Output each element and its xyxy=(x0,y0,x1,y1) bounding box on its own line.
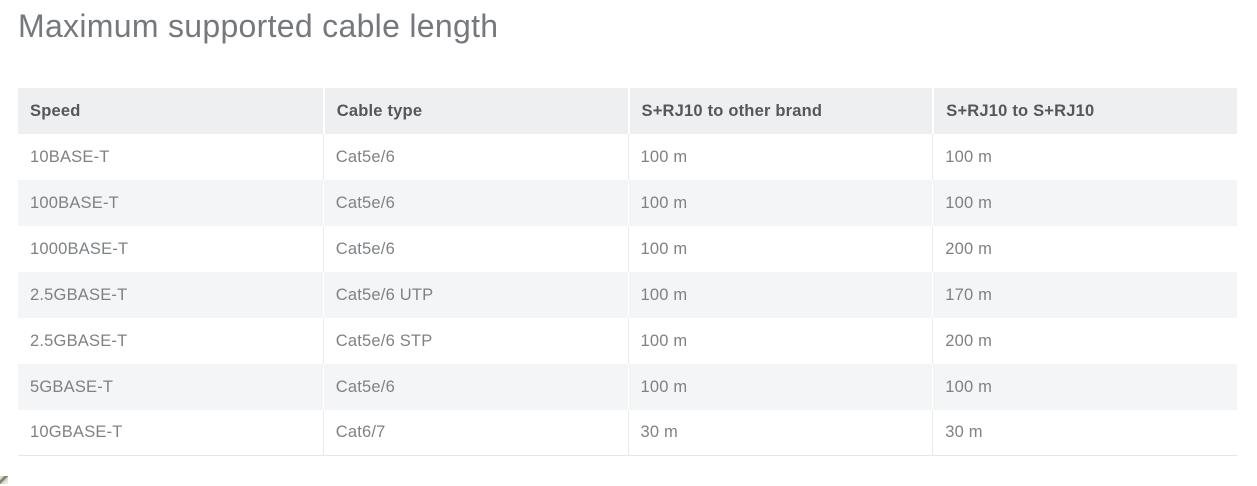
table-row: 1000BASE-T Cat5e/6 100 m 200 m xyxy=(18,226,1237,272)
cell-speed: 5GBASE-T xyxy=(18,364,323,410)
corner-artifact xyxy=(0,476,8,484)
column-header-speed: Speed xyxy=(18,88,323,134)
cell-srj10-to-srj10: 100 m xyxy=(932,180,1237,226)
table-row: 2.5GBASE-T Cat5e/6 STP 100 m 200 m xyxy=(18,318,1237,364)
cell-srj10-to-srj10: 200 m xyxy=(932,226,1237,272)
cell-cable-type: Cat5e/6 UTP xyxy=(322,272,628,318)
cell-srj10-to-other-brand: 30 m xyxy=(627,410,933,456)
cell-srj10-to-srj10: 200 m xyxy=(932,318,1237,364)
cell-cable-type: Cat5e/6 xyxy=(322,134,628,180)
cell-srj10-to-other-brand: 100 m xyxy=(627,226,933,272)
cell-speed: 2.5GBASE-T xyxy=(18,318,323,364)
table-header-row: Speed Cable type S+RJ10 to other brand S… xyxy=(18,88,1237,134)
table-row: 10BASE-T Cat5e/6 100 m 100 m xyxy=(18,134,1237,180)
cell-srj10-to-other-brand: 100 m xyxy=(627,364,933,410)
table-row: 5GBASE-T Cat5e/6 100 m 100 m xyxy=(18,364,1237,410)
table-row: 10GBASE-T Cat6/7 30 m 30 m xyxy=(18,410,1237,456)
cell-srj10-to-other-brand: 100 m xyxy=(627,318,933,364)
cell-srj10-to-srj10: 170 m xyxy=(932,272,1237,318)
cell-srj10-to-srj10: 100 m xyxy=(932,364,1237,410)
cell-speed: 1000BASE-T xyxy=(18,226,323,272)
cell-cable-type: Cat5e/6 xyxy=(322,226,628,272)
cable-length-table: Speed Cable type S+RJ10 to other brand S… xyxy=(18,88,1237,456)
cell-srj10-to-other-brand: 100 m xyxy=(627,272,933,318)
cell-cable-type: Cat5e/6 STP xyxy=(322,318,628,364)
cell-srj10-to-srj10: 30 m xyxy=(932,410,1237,456)
cell-srj10-to-other-brand: 100 m xyxy=(627,180,933,226)
cell-srj10-to-other-brand: 100 m xyxy=(627,134,933,180)
column-header-srj10-to-other-brand: S+RJ10 to other brand xyxy=(627,88,933,134)
table-row: 2.5GBASE-T Cat5e/6 UTP 100 m 170 m xyxy=(18,272,1237,318)
cell-speed: 100BASE-T xyxy=(18,180,323,226)
cell-srj10-to-srj10: 100 m xyxy=(932,134,1237,180)
cell-cable-type: Cat5e/6 xyxy=(322,180,628,226)
table-body: 10BASE-T Cat5e/6 100 m 100 m 100BASE-T Cat5e/… xyxy=(18,134,1237,456)
cell-speed: 2.5GBASE-T xyxy=(18,272,323,318)
cell-speed: 10GBASE-T xyxy=(18,410,323,456)
page-title: Maximum supported cable length xyxy=(18,8,499,44)
column-header-srj10-to-srj10: S+RJ10 to S+RJ10 xyxy=(932,88,1237,134)
cell-cable-type: Cat5e/6 xyxy=(322,364,628,410)
cell-cable-type: Cat6/7 xyxy=(322,410,628,456)
table-row: 100BASE-T Cat5e/6 100 m 100 m xyxy=(18,180,1237,226)
cell-speed: 10BASE-T xyxy=(18,134,323,180)
column-header-cable-type: Cable type xyxy=(322,88,628,134)
